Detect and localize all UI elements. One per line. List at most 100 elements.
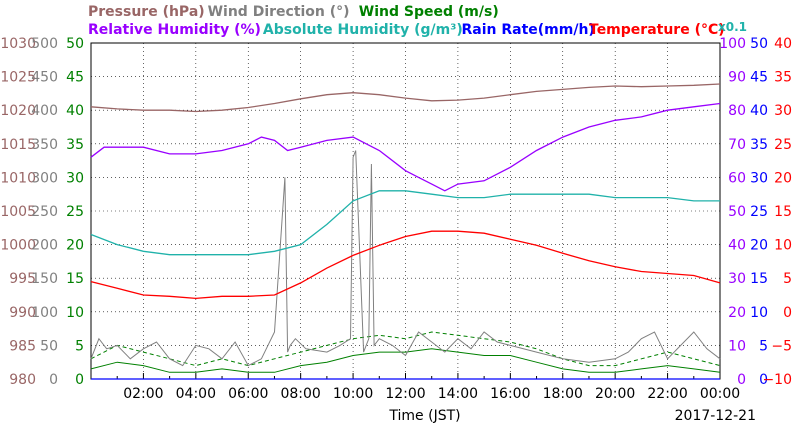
tick-label-wind-speed: 45	[66, 70, 84, 86]
tick-label-pressure: 1000	[0, 238, 36, 254]
tick-label-wind-speed: 40	[66, 103, 84, 119]
tick-label-pressure: 990	[9, 305, 36, 321]
tick-label-rain-rate: 50	[750, 36, 768, 52]
tick-label-pressure: 1010	[0, 170, 36, 186]
tick-label-temperature: 15	[774, 204, 792, 220]
tick-label-rain-rate: 10	[750, 305, 768, 321]
tick-label-wind-direction: 450	[31, 70, 58, 86]
legend-item-wind-speed-m-s: Wind Speed (m/s)	[359, 4, 499, 20]
tick-label-wind-direction: 150	[31, 271, 58, 287]
tick-label-humidity: 50	[728, 204, 746, 220]
tick-label-rain-rate: 5	[759, 338, 768, 354]
tick-label-wind-speed: 25	[66, 204, 84, 220]
tick-label-wind-speed: 20	[66, 238, 84, 254]
legend-item-pressure-hpa: Pressure (hPa)	[88, 4, 205, 20]
tick-label-temperature: 40	[774, 36, 792, 52]
tick-label-humidity: 90	[728, 70, 746, 86]
tick-label-wind-speed: 50	[66, 36, 84, 52]
x-axis: 02:00 04:00 06:00 08:00 10:00 12:00 14:00 16:00…	[116, 373, 740, 402]
tick-label-rain-rate: 0	[759, 372, 768, 388]
tick-label-rain-rate: 45	[750, 70, 768, 86]
tick-label-wind-direction: 350	[31, 137, 58, 153]
tick-label-temperature: −10	[762, 372, 792, 388]
tick-label-humidity: 70	[728, 137, 746, 153]
tick-label-humidity: 100	[719, 36, 746, 52]
tick-label-humidity: 80	[728, 103, 746, 119]
tick-label-humidity: 40	[728, 238, 746, 254]
tick-label-wind-speed: 15	[66, 271, 84, 287]
tick-label-rain-rate: 40	[750, 103, 768, 119]
x-tick-label: 20:00	[595, 386, 635, 402]
tick-label-temperature: 30	[774, 103, 792, 119]
tick-label-wind-speed: 35	[66, 137, 84, 153]
tick-label-pressure: 1005	[0, 204, 36, 220]
tick-label-pressure: 980	[9, 372, 36, 388]
series-wind-speed-max-m-s	[90, 331, 721, 367]
series-group	[90, 83, 721, 380]
series-relative-humidity	[90, 102, 721, 192]
x-axis-label: Time (JST)	[388, 408, 460, 424]
x-tick-label: 00:00	[700, 386, 740, 402]
tick-label-temperature: 5	[783, 271, 792, 287]
tick-label-temperature: 20	[774, 170, 792, 186]
tick-label-wind-direction: 100	[31, 305, 58, 321]
tick-label-rain-rate: 25	[750, 204, 768, 220]
tick-label-rain-rate: 15	[750, 271, 768, 287]
tick-label-rain-rate: 30	[750, 170, 768, 186]
tick-label-wind-direction: 300	[31, 170, 58, 186]
chart-date: 2017-12-21	[675, 408, 756, 424]
tick-label-pressure: 1020	[0, 103, 36, 119]
tick-label-temperature: 0	[783, 305, 792, 321]
tick-label-temperature: 35	[774, 70, 792, 86]
series-wind-direction	[90, 150, 721, 367]
tick-label-pressure: 1015	[0, 137, 36, 153]
tick-label-wind-direction: 250	[31, 204, 58, 220]
x-tick-label: 14:00	[438, 386, 478, 402]
x-tick-label: 22:00	[647, 386, 687, 402]
x-tick-label: 04:00	[176, 386, 216, 402]
tick-label-wind-speed: 30	[66, 170, 84, 186]
series-absolute-humidity-g-m	[90, 190, 720, 256]
tick-label-humidity: 60	[728, 170, 746, 186]
right-axes: 0102030405060708090100051015202530354045…	[719, 36, 792, 388]
tick-label-wind-speed: 10	[66, 305, 84, 321]
abs-humidity-scale-note: x0.1	[718, 20, 747, 34]
tick-label-humidity: 30	[728, 271, 746, 287]
tick-label-pressure: 1025	[0, 70, 36, 86]
left-axes: 9809859909951000100510101015102010251030…	[0, 36, 84, 388]
x-tick-label: 06:00	[228, 386, 268, 402]
tick-label-wind-direction: 200	[31, 238, 58, 254]
series-wind-speed-m-s	[90, 348, 721, 373]
legend-item-rain-rate-mm-h: Rain Rate(mm/h)	[462, 22, 595, 38]
tick-label-wind-direction: 500	[31, 36, 58, 52]
grid	[91, 43, 720, 379]
tick-label-pressure: 995	[9, 271, 36, 287]
tick-label-temperature: −5	[771, 338, 792, 354]
tick-label-rain-rate: 20	[750, 238, 768, 254]
legend-item-absolute-humidity-g-m: Absolute Humidity (g/m³)	[263, 22, 463, 38]
tick-label-humidity: 20	[728, 305, 746, 321]
tick-label-wind-speed: 0	[75, 372, 84, 388]
tick-label-wind-speed: 5	[75, 338, 84, 354]
tick-label-temperature: 10	[774, 238, 792, 254]
legend-item-relative-humidity: Relative Humidity (%)	[88, 22, 261, 38]
tick-label-wind-direction: 0	[49, 372, 58, 388]
legend: Pressure (hPa) Wind Direction (°) Wind Spe…	[88, 4, 725, 38]
x-tick-label: 10:00	[333, 386, 373, 402]
tick-label-humidity: 10	[728, 338, 746, 354]
tick-label-temperature: 25	[774, 137, 792, 153]
tick-label-rain-rate: 35	[750, 137, 768, 153]
series-pressure-hpa	[90, 83, 721, 113]
x-tick-label: 16:00	[490, 386, 530, 402]
tick-label-pressure: 985	[9, 338, 36, 354]
series-temperature-c	[90, 230, 721, 300]
legend-item-temperature-c: Temperature (°C)	[589, 22, 725, 38]
tick-label-humidity: 0	[737, 372, 746, 388]
tick-label-pressure: 1030	[0, 36, 36, 52]
x-tick-label: 18:00	[543, 386, 583, 402]
tick-label-wind-direction: 50	[40, 338, 58, 354]
x-tick-label: 02:00	[123, 386, 163, 402]
tick-label-wind-direction: 400	[31, 103, 58, 119]
x-tick-label: 08:00	[280, 386, 320, 402]
